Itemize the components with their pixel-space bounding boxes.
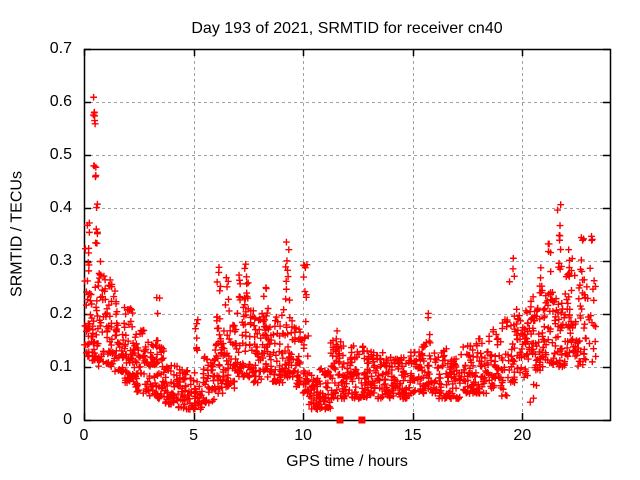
x-tick-label: 10 [294,427,313,444]
y-tick-label: 0.3 [49,252,72,269]
y-tick-label: 0.7 [49,40,72,57]
x-tick-label: 20 [513,427,532,444]
y-tick-label: 0.4 [49,199,72,216]
y-tick-label: 0.1 [49,358,72,375]
y-tick-label: 0.2 [49,305,72,322]
y-tick-label: 0.6 [49,93,72,110]
y-tick-label: 0 [63,411,72,428]
chart-title: Day 193 of 2021, SRMTID for receiver cn4… [191,20,503,37]
x-tick-label: 5 [189,427,199,444]
y-tick-label: 0.5 [49,146,72,163]
x-tick-label: 15 [403,427,422,444]
x-axis-title: GPS time / hours [286,453,408,470]
x-tick-label: 0 [79,427,89,444]
